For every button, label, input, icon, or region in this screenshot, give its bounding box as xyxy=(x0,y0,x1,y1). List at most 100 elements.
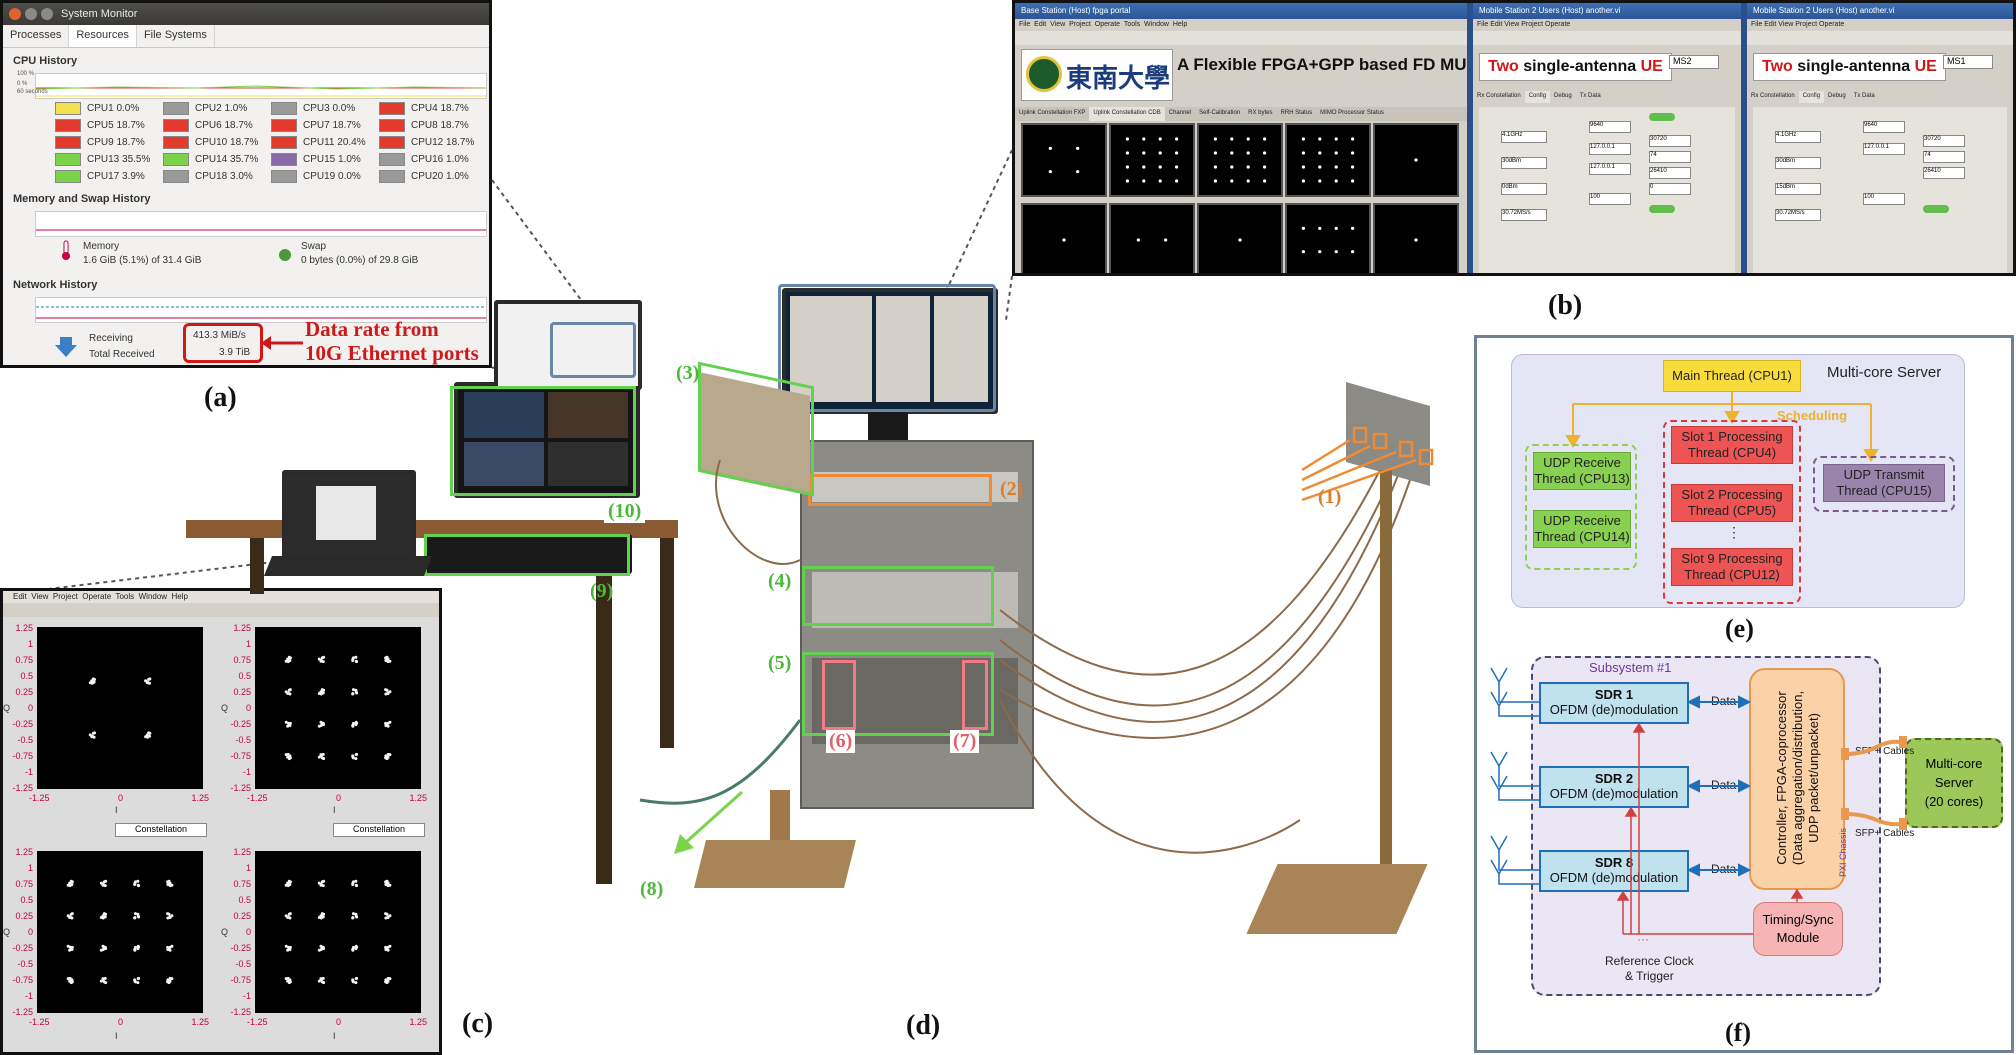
cpu-color-swatch[interactable] xyxy=(379,152,405,166)
tab-rrh-status[interactable]: RRH Status xyxy=(1280,110,1313,116)
y-tick-label: 0.75 xyxy=(233,655,251,665)
slot-processing-group xyxy=(1663,420,1801,604)
usrp-id-field-1[interactable]: MS2 xyxy=(1669,55,1719,69)
constellation-point xyxy=(287,912,291,916)
constellation-point xyxy=(385,879,389,883)
tab-tx-data[interactable]: Tx Data xyxy=(1579,93,1601,99)
cpu-color-swatch[interactable] xyxy=(271,135,297,149)
cpu-color-swatch[interactable] xyxy=(271,118,297,132)
constellation-point xyxy=(388,753,392,757)
tab-rx-constellation[interactable]: Rx Constellation xyxy=(1477,93,1521,99)
y-axis-label-4: Q xyxy=(221,927,229,937)
ref-level-field-2[interactable]: 30dBm xyxy=(1775,157,1821,169)
tab-rx-bytes[interactable]: RX bytes xyxy=(1248,110,1273,116)
tab-channel[interactable]: Channel xyxy=(1168,110,1192,116)
cpu-color-swatch[interactable] xyxy=(379,169,405,183)
university-seal xyxy=(1026,56,1062,92)
tab-tx-data-2[interactable]: Tx Data xyxy=(1853,93,1875,99)
cpu-color-swatch[interactable] xyxy=(271,169,297,183)
constellation-point xyxy=(70,948,74,952)
tx-ip-field[interactable]: 127.0.0.1 xyxy=(1589,143,1631,155)
uplink-seed-field[interactable]: 100 xyxy=(1589,193,1631,205)
sample-rate-field-2[interactable]: 30.72MS/s xyxy=(1775,209,1821,221)
cpu-color-swatch[interactable] xyxy=(379,118,405,132)
rx-frame-field[interactable]: 74 xyxy=(1649,151,1691,163)
tab-processes[interactable]: Processes xyxy=(3,25,70,47)
tab-uplink-fxp[interactable]: Uplink Constellation FXP xyxy=(1019,110,1086,116)
minimize-icon[interactable] xyxy=(25,8,37,20)
constellation-point xyxy=(170,914,174,918)
cpu-color-swatch[interactable] xyxy=(55,169,81,183)
tx-timing-field[interactable]: 0 xyxy=(1649,183,1691,195)
constellation-point xyxy=(70,916,74,920)
tab-config-2[interactable]: Config xyxy=(1798,91,1825,103)
constellation-point xyxy=(104,879,108,883)
cpu-color-swatch[interactable] xyxy=(163,135,189,149)
constellation-point xyxy=(66,944,70,948)
window-titlebar: System Monitor xyxy=(3,3,489,25)
cpu-color-swatch[interactable] xyxy=(379,101,405,115)
cpu-color-swatch[interactable] xyxy=(163,169,189,183)
constellation-point xyxy=(104,981,108,985)
constellation-point xyxy=(322,655,326,659)
constellation-point xyxy=(104,947,108,951)
frequency-field-2[interactable]: 4.1GHz xyxy=(1775,131,1821,143)
label-3: (3) xyxy=(676,362,700,384)
cpu-legend-label: CPU2 1.0% xyxy=(195,102,248,114)
tx-ip-field-2[interactable]: 127.0.0.1 xyxy=(1863,143,1905,155)
constellation-point xyxy=(167,981,171,985)
cpu-color-swatch[interactable] xyxy=(163,152,189,166)
cpu-legend-label: CPU16 1.0% xyxy=(411,153,469,165)
cpu-color-swatch[interactable] xyxy=(163,118,189,132)
highlight-sysmon-screen xyxy=(550,322,636,378)
cpu-legend-item: CPU14 35.7% xyxy=(163,152,271,166)
tab-debug[interactable]: Debug xyxy=(1554,93,1572,99)
rx-sync-field-2[interactable]: 26410 xyxy=(1923,167,1965,179)
ref-level-field[interactable]: 30dBm xyxy=(1501,157,1547,169)
rx-ip-field[interactable]: 127.0.0.1 xyxy=(1589,163,1631,175)
cpu-color-swatch[interactable] xyxy=(55,152,81,166)
constellation-point xyxy=(388,977,392,981)
sample-rate-field[interactable]: 30.72MS/s xyxy=(1501,209,1547,221)
maximize-icon[interactable] xyxy=(41,8,53,20)
tab-resources[interactable]: Resources xyxy=(69,25,137,47)
cpu-color-swatch[interactable] xyxy=(163,101,189,115)
output-power-field[interactable]: 0dBm xyxy=(1501,183,1547,195)
cpu-color-swatch[interactable] xyxy=(55,101,81,115)
subframe-field[interactable]: 30720 xyxy=(1649,135,1691,147)
y-tick-label: 0.25 xyxy=(15,687,33,697)
constellation-plot-qpsk xyxy=(37,627,203,789)
tab-rx-constellation-2[interactable]: Rx Constellation xyxy=(1751,93,1795,99)
cpu-legend-label: CPU19 0.0% xyxy=(303,170,361,182)
highlight-7 xyxy=(962,660,988,730)
cpu-color-swatch[interactable] xyxy=(55,135,81,149)
constellation-point xyxy=(354,757,358,761)
tab-config[interactable]: Config xyxy=(1524,91,1551,103)
output-power-field-2[interactable]: 15dBm xyxy=(1775,183,1821,195)
tab-mimo-status[interactable]: MIMO Processor Status xyxy=(1320,110,1384,116)
frequency-field[interactable]: 4.1GHz xyxy=(1501,131,1547,143)
tab-self-calibration[interactable]: Self-Calibration xyxy=(1199,110,1241,116)
cpu-color-swatch[interactable] xyxy=(55,118,81,132)
main-thread-node: Main Thread (CPU1) xyxy=(1663,360,1801,392)
uplink-seed-field-2[interactable]: 100 xyxy=(1863,193,1905,205)
mtu-field[interactable]: 9640 xyxy=(1589,121,1631,133)
constellation-point xyxy=(284,690,288,694)
rx-frame-field-2[interactable]: 74 xyxy=(1923,151,1965,163)
cpu-color-swatch[interactable] xyxy=(271,101,297,115)
y-tick-label: 0.5 xyxy=(20,671,33,681)
subframe-field-2[interactable]: 30720 xyxy=(1923,135,1965,147)
mtu-field-2[interactable]: 9640 xyxy=(1863,121,1905,133)
rx-sync-field[interactable]: 26410 xyxy=(1649,167,1691,179)
cpu-color-swatch[interactable] xyxy=(379,135,405,149)
usrp-id-field-2[interactable]: MS1 xyxy=(1943,55,1993,69)
constellation-point xyxy=(384,948,388,952)
tab-uplink-cdb[interactable]: Uplink Constellation CDB xyxy=(1089,107,1165,121)
y-tick-label: 0.25 xyxy=(233,911,251,921)
tab-file-systems[interactable]: File Systems xyxy=(137,25,215,47)
tab-debug-2[interactable]: Debug xyxy=(1828,93,1846,99)
constellation-point xyxy=(101,944,105,948)
close-icon[interactable] xyxy=(9,8,21,20)
cpu-color-swatch[interactable] xyxy=(271,152,297,166)
cpu-legend: CPU1 0.0% CPU2 1.0% CPU3 0.0% CPU4 18.7% CPU… xyxy=(55,101,485,183)
